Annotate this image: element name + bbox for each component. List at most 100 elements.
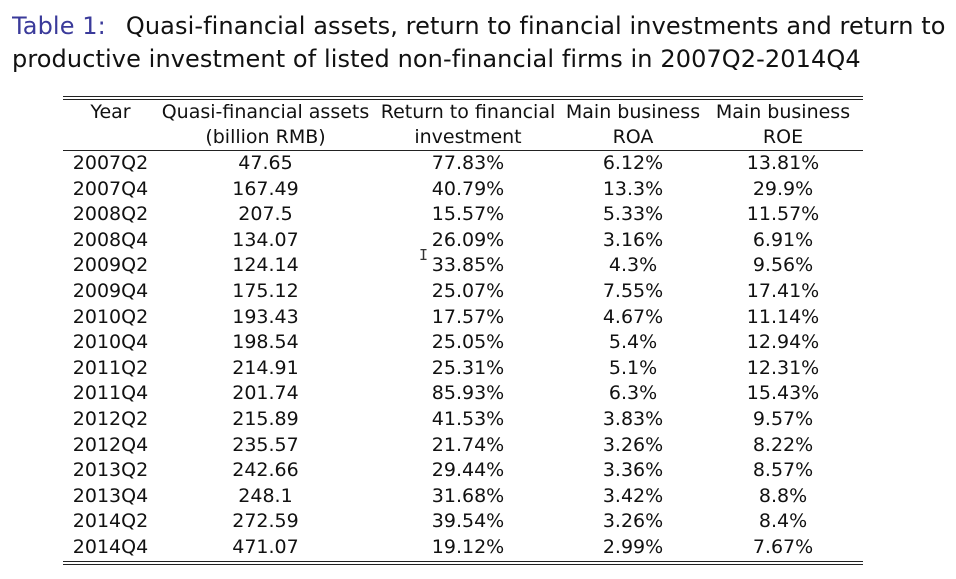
cell-roa: 5.4% <box>608 331 658 354</box>
cell-year: 2013Q2 <box>72 459 149 482</box>
cell-roe: 29.9% <box>752 177 814 200</box>
cell-quasi-financial-assets: 471.07 <box>232 535 299 558</box>
table-row: 2012Q4 235.57 21.74% 3.26% 8.22% <box>63 433 863 459</box>
cell-roa: 7.55% <box>602 279 664 302</box>
cell-return-financial-investment: 31.68% <box>431 484 505 507</box>
cell-roe: 11.57% <box>746 203 820 226</box>
caption-title-line-2: productive investment of listed non-fina… <box>12 45 861 73</box>
cell-return-financial-investment: 33.85% <box>431 254 505 277</box>
cell-roa: 6.3% <box>608 382 658 405</box>
cell-return-financial-investment: 85.93% <box>431 382 505 405</box>
cell-return-financial-investment: 39.54% <box>431 510 505 533</box>
table-row: 2013Q4 248.1 31.68% 3.42% 8.8% <box>63 484 863 510</box>
cell-roa: 5.33% <box>602 203 664 226</box>
cell-quasi-financial-assets: 215.89 <box>232 407 299 430</box>
cell-roe: 12.94% <box>746 331 820 354</box>
table-bottom-rule <box>63 560 863 565</box>
cell-year: 2009Q2 <box>72 254 149 277</box>
cell-return-financial-investment: 41.53% <box>431 407 505 430</box>
cell-return-financial-investment: 26.09% <box>431 228 505 251</box>
cell-roe: 9.57% <box>752 407 814 430</box>
cell-return-financial-investment: 19.12% <box>431 535 505 558</box>
table-row: 2007Q4 167.49 40.79% 13.3% 29.9% <box>63 177 863 203</box>
cell-roa: 3.36% <box>602 459 664 482</box>
cell-quasi-financial-assets: 198.54 <box>232 331 299 354</box>
cell-quasi-financial-assets: 134.07 <box>232 228 299 251</box>
cell-roe: 8.22% <box>752 433 814 456</box>
cell-quasi-financial-assets: 214.91 <box>232 356 299 379</box>
table-label: Table 1: <box>12 12 106 40</box>
header-main-business-roe: Main business ROE <box>715 101 851 148</box>
cell-year: 2011Q4 <box>72 382 149 405</box>
cell-return-financial-investment: 77.83% <box>431 152 505 174</box>
cell-quasi-financial-assets: 167.49 <box>232 177 299 200</box>
cell-quasi-financial-assets: 235.57 <box>232 433 299 456</box>
cell-quasi-financial-assets: 207.5 <box>238 203 293 226</box>
cell-return-financial-investment: 25.07% <box>431 279 505 302</box>
cell-year: 2008Q2 <box>72 203 149 226</box>
cell-return-financial-investment: 25.05% <box>431 331 505 354</box>
table-row: 2011Q2 214.91 25.31% 5.1% 12.31% <box>63 356 863 382</box>
cell-roa: 3.26% <box>602 433 664 456</box>
cell-return-financial-investment: 29.44% <box>431 459 505 482</box>
cell-year: 2007Q2 <box>72 152 149 174</box>
cell-roe: 12.31% <box>746 356 820 379</box>
cell-quasi-financial-assets: 272.59 <box>232 510 299 533</box>
cell-year: 2010Q4 <box>72 331 149 354</box>
cell-return-financial-investment: 21.74% <box>431 433 505 456</box>
cell-roe: 11.14% <box>746 305 820 328</box>
table-row: 2013Q2 242.66 29.44% 3.36% 8.57% <box>63 458 863 484</box>
table-row: 2009Q4 175.12 25.07% 7.55% 17.41% <box>63 279 863 305</box>
table-row: 2010Q4 198.54 25.05% 5.4% 12.94% <box>63 330 863 356</box>
cell-roe: 6.91% <box>752 228 814 251</box>
cell-year: 2013Q4 <box>72 484 149 507</box>
table-header-row: Year Quasi-financial assets (billion RMB)… <box>63 100 863 150</box>
cell-roe: 17.41% <box>746 279 820 302</box>
cell-year: 2010Q2 <box>72 305 149 328</box>
cell-year: 2008Q4 <box>72 228 149 251</box>
table-row: 2009Q2 124.14 33.85% 4.3% 9.56% <box>63 253 863 279</box>
header-quasi-financial-assets: Quasi-financial assets (billion RMB) <box>161 101 370 148</box>
cell-roa: 3.42% <box>602 484 664 507</box>
data-table: Year Quasi-financial assets (billion RMB)… <box>63 96 863 565</box>
cell-roe: 9.56% <box>752 254 814 277</box>
cell-year: 2014Q4 <box>72 535 149 558</box>
cell-return-financial-investment: 17.57% <box>431 305 505 328</box>
cell-roe: 8.57% <box>752 459 814 482</box>
table-row: 2010Q2 193.43 17.57% 4.67% 11.14% <box>63 305 863 331</box>
cell-year: 2012Q2 <box>72 407 149 430</box>
table-header-rule <box>63 150 863 151</box>
table-row: 2014Q2 272.59 39.54% 3.26% 8.4% <box>63 509 863 535</box>
cell-quasi-financial-assets: 47.65 <box>238 152 293 174</box>
cell-return-financial-investment: 15.57% <box>431 203 505 226</box>
cell-roa: 3.83% <box>602 407 664 430</box>
cell-roe: 13.81% <box>746 152 820 174</box>
caption-line-1: Table 1: Quasi-financial assets, return t… <box>12 10 952 43</box>
cell-roa: 3.16% <box>602 228 664 251</box>
table-caption: Table 1: Quasi-financial assets, return t… <box>12 10 952 76</box>
table-top-rule <box>63 96 863 100</box>
table-row: 2008Q4 134.07 26.09% 3.16% 6.91% <box>63 228 863 254</box>
cell-roa: 4.67% <box>602 305 664 328</box>
cell-year: 2011Q2 <box>72 356 149 379</box>
cell-return-financial-investment: 25.31% <box>431 356 505 379</box>
cell-quasi-financial-assets: 124.14 <box>232 254 299 277</box>
table-row: 2007Q2 47.65 77.83% 6.12% 13.81% <box>63 151 863 177</box>
cell-quasi-financial-assets: 248.1 <box>238 484 293 507</box>
text-cursor-icon: I <box>419 246 429 264</box>
cell-quasi-financial-assets: 193.43 <box>232 305 299 328</box>
cell-roe: 15.43% <box>746 382 820 405</box>
header-main-business-roa: Main business ROA <box>565 101 701 148</box>
header-year: Year <box>90 101 131 123</box>
cell-quasi-financial-assets: 201.74 <box>232 382 299 405</box>
cell-return-financial-investment: 40.79% <box>431 177 505 200</box>
cell-roa: 6.12% <box>602 152 664 174</box>
table-body: 2007Q2 47.65 77.83% 6.12% 13.81% 2007Q4 167.49… <box>63 151 863 561</box>
table-row: 2012Q2 215.89 41.53% 3.83% 9.57% <box>63 407 863 433</box>
cell-roa: 13.3% <box>602 177 664 200</box>
cell-quasi-financial-assets: 175.12 <box>232 279 299 302</box>
cell-roe: 8.4% <box>758 510 808 533</box>
cell-year: 2007Q4 <box>72 177 149 200</box>
cell-roe: 7.67% <box>752 535 814 558</box>
cell-roa: 4.3% <box>608 254 658 277</box>
